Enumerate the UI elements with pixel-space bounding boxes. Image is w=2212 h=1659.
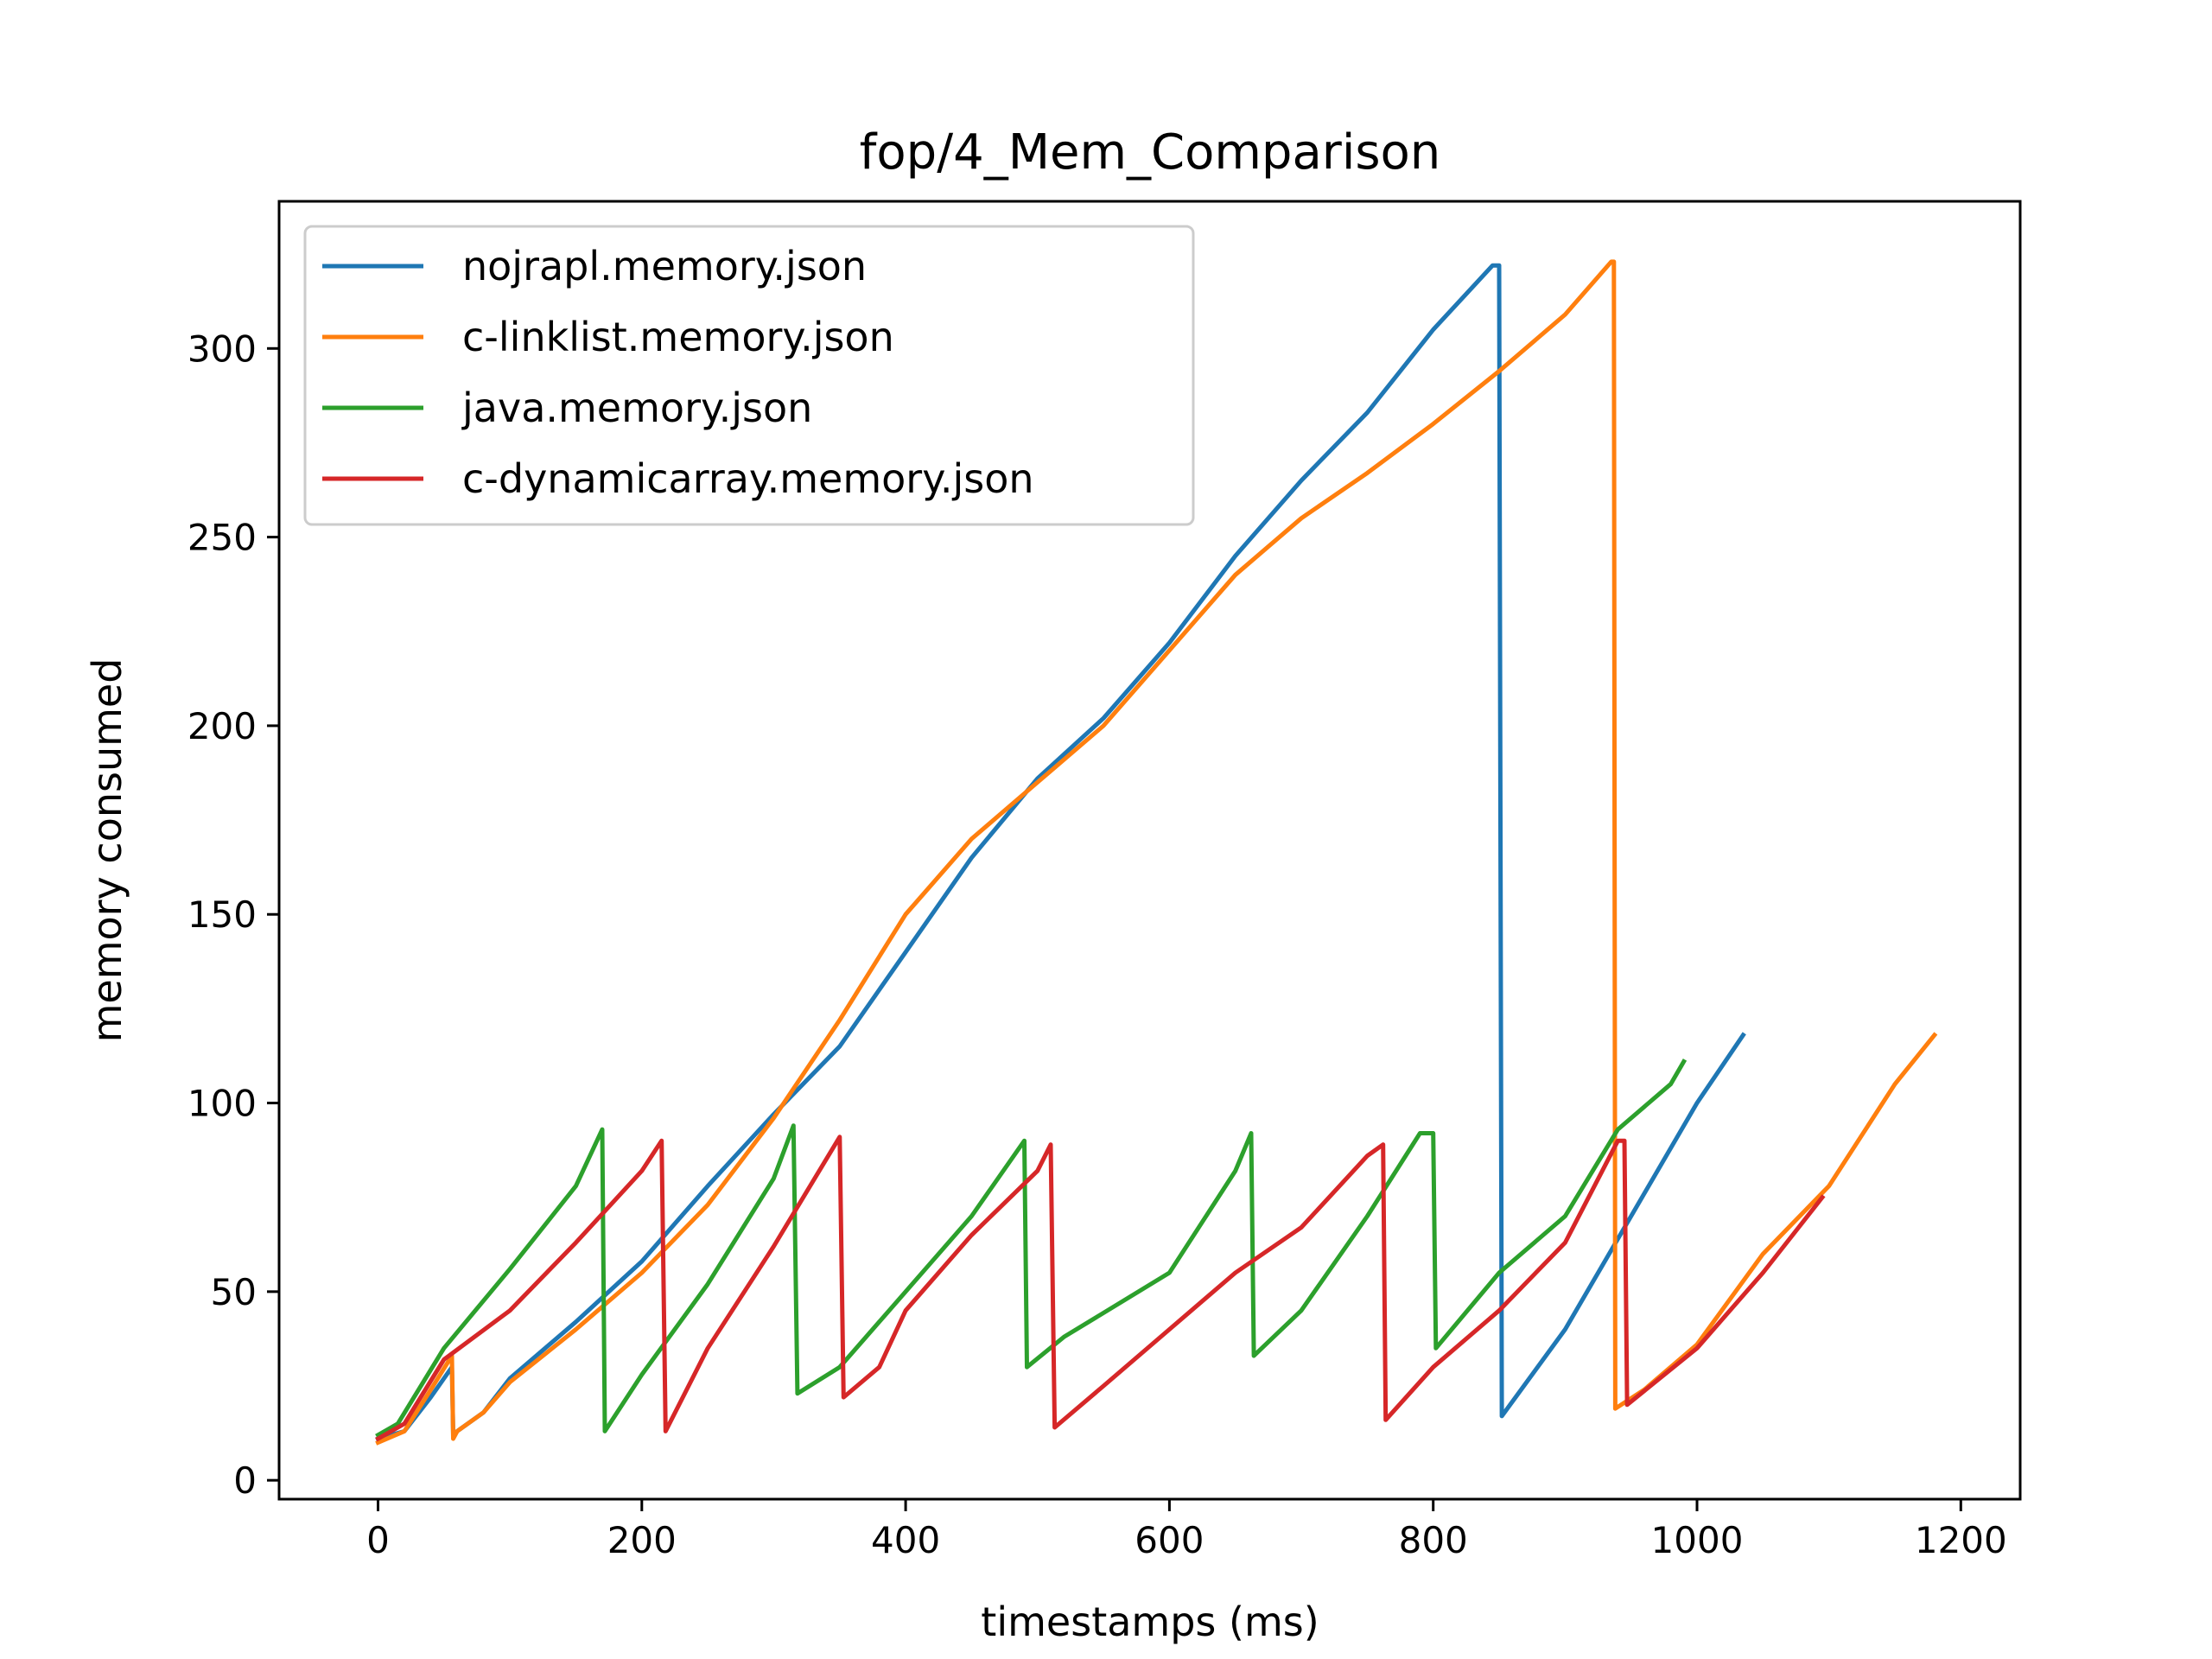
legend-label-1: c-linklist.memory.json [462,314,894,360]
x-tick-label-6: 1200 [1915,1519,2007,1561]
legend-label-2: java.memory.json [461,385,812,431]
x-axis: 0 200 400 600 800 1000 1200 [366,1499,2007,1561]
chart-title: fop/4_Mem_Comparison [860,124,1441,181]
y-axis: 0 50 100 150 200 250 300 [188,327,279,1502]
y-tick-label-3: 150 [188,893,257,936]
legend-label-3: c-dynamicarray.memory.json [462,455,1034,502]
series-line-3 [375,1135,1826,1442]
y-tick-label-2: 100 [188,1083,257,1125]
plot-frame [277,200,2022,1501]
y-tick-label-5: 250 [188,517,257,559]
y-tick-label-0: 0 [233,1459,257,1502]
x-tick-label-5: 1000 [1651,1519,1744,1561]
x-tick-label-2: 400 [871,1519,940,1561]
x-tick-label-1: 200 [607,1519,677,1561]
legend-label-0: nojrapl.memory.json [462,243,867,289]
y-axis-label: memory consumed [84,658,130,1043]
y-tick-label-4: 200 [188,705,257,747]
legend: nojrapl.memory.json c-linklist.memory.jso… [303,225,1195,526]
series-line-2 [375,1058,1688,1439]
x-tick-label-4: 800 [1399,1519,1468,1561]
legend-box [303,225,1195,526]
x-tick-label-0: 0 [366,1519,390,1561]
x-tick-label-3: 600 [1135,1519,1204,1561]
y-tick-label-6: 300 [188,327,257,370]
plot-lines [375,259,1938,1446]
legend-entries: nojrapl.memory.json c-linklist.memory.jso… [322,243,1034,502]
y-tick-label-1: 50 [211,1271,257,1313]
x-axis-label: timestamps (ms) [981,1599,1319,1645]
